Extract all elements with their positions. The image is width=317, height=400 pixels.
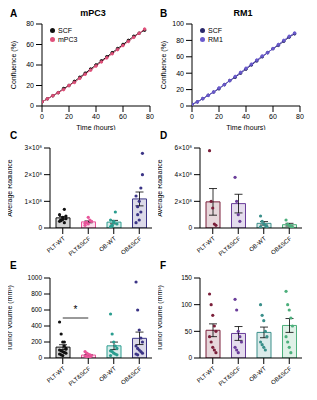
svg-text:Tumor Volume (mm³): Tumor Volume (mm³): [8, 285, 14, 351]
svg-text:Confluence (%): Confluence (%): [10, 41, 18, 89]
html-text:SCF: SCF: [58, 27, 72, 34]
svg-text:4×10⁸: 4×10⁸: [175, 171, 193, 178]
svg-text:PLT&SCF: PLT&SCF: [217, 235, 241, 257]
svg-text:80: 80: [146, 113, 154, 120]
svg-text:20: 20: [65, 113, 73, 120]
html-text:D: D: [160, 130, 168, 141]
html-text:RM1: RM1: [233, 8, 253, 18]
svg-text:200: 200: [31, 338, 42, 345]
svg-text:Average Radiance: Average Radiance: [158, 159, 164, 217]
svg-text:0: 0: [38, 354, 42, 361]
svg-text:600: 600: [31, 306, 42, 313]
svg-text:40: 40: [92, 113, 100, 120]
svg-text:PLT&SCF: PLT&SCF: [217, 365, 241, 387]
svg-text:400: 400: [31, 322, 42, 329]
svg-text:PLT-WT: PLT-WT: [46, 365, 67, 384]
html-text:F: F: [160, 260, 167, 271]
svg-text:60: 60: [269, 113, 277, 120]
svg-text:80: 80: [296, 113, 304, 120]
svg-text:2×10⁸: 2×10⁸: [175, 198, 193, 205]
svg-text:Time (hours): Time (hours): [76, 124, 115, 130]
svg-text:0: 0: [180, 102, 184, 109]
svg-text:Confluence (%): Confluence (%): [160, 41, 168, 89]
svg-text:1000: 1000: [28, 274, 43, 281]
svg-text:60: 60: [26, 41, 34, 48]
html-text:mPC3: mPC3: [80, 8, 106, 18]
html-text:C: C: [10, 130, 18, 141]
svg-text:OB-WT: OB-WT: [248, 235, 267, 253]
svg-text:80: 80: [26, 20, 34, 27]
svg-text:2×10⁸: 2×10⁸: [25, 171, 43, 178]
svg-text:0: 0: [30, 102, 34, 109]
html-text:SCF: SCF: [208, 27, 222, 34]
svg-text:80: 80: [176, 37, 184, 44]
svg-text:0: 0: [188, 224, 192, 231]
svg-text:1×10⁸: 1×10⁸: [25, 198, 43, 205]
html-text:B: B: [160, 8, 168, 19]
svg-text:*: *: [74, 304, 78, 315]
svg-text:OB-WT: OB-WT: [98, 365, 117, 383]
svg-text:150: 150: [181, 274, 192, 281]
html-text:E: E: [10, 260, 17, 271]
svg-text:PLT-WT: PLT-WT: [196, 365, 217, 384]
svg-text:OB-WT: OB-WT: [98, 235, 117, 253]
html-text:A: A: [10, 8, 18, 19]
svg-text:OB&SCF: OB&SCF: [270, 235, 293, 256]
svg-text:0: 0: [40, 113, 44, 120]
svg-text:0: 0: [190, 113, 194, 120]
svg-text:Time (hours): Time (hours): [226, 124, 265, 130]
svg-text:800: 800: [31, 290, 42, 297]
svg-text:40: 40: [26, 61, 34, 68]
svg-text:20: 20: [26, 82, 34, 89]
svg-text:50: 50: [185, 328, 193, 335]
svg-text:OB-WT: OB-WT: [248, 365, 267, 383]
svg-text:20: 20: [176, 86, 184, 93]
svg-text:100: 100: [172, 20, 184, 27]
svg-text:3×10⁸: 3×10⁸: [25, 144, 43, 151]
svg-text:Average Radiance: Average Radiance: [8, 159, 14, 217]
html-text:mPC3: mPC3: [58, 36, 78, 43]
svg-text:OB&SCF: OB&SCF: [120, 365, 143, 386]
svg-text:PLT&SCF: PLT&SCF: [67, 235, 91, 257]
svg-text:6×10⁸: 6×10⁸: [175, 144, 193, 151]
svg-text:60: 60: [176, 53, 184, 60]
svg-text:100: 100: [181, 301, 192, 308]
svg-text:OB&SCF: OB&SCF: [120, 235, 143, 256]
svg-text:60: 60: [119, 113, 127, 120]
svg-text:PLT-WT: PLT-WT: [46, 235, 67, 254]
svg-text:40: 40: [242, 113, 250, 120]
svg-text:20: 20: [215, 113, 223, 120]
svg-text:PLT&SCF: PLT&SCF: [67, 365, 91, 387]
svg-text:OB&SCF: OB&SCF: [270, 365, 293, 386]
svg-text:Tumor Volume (mm³): Tumor Volume (mm³): [158, 285, 164, 351]
svg-text:40: 40: [176, 70, 184, 77]
html-text:RM1: RM1: [208, 36, 223, 43]
svg-text:PLT-WT: PLT-WT: [196, 235, 217, 254]
svg-text:0: 0: [38, 224, 42, 231]
svg-text:0: 0: [188, 354, 192, 361]
